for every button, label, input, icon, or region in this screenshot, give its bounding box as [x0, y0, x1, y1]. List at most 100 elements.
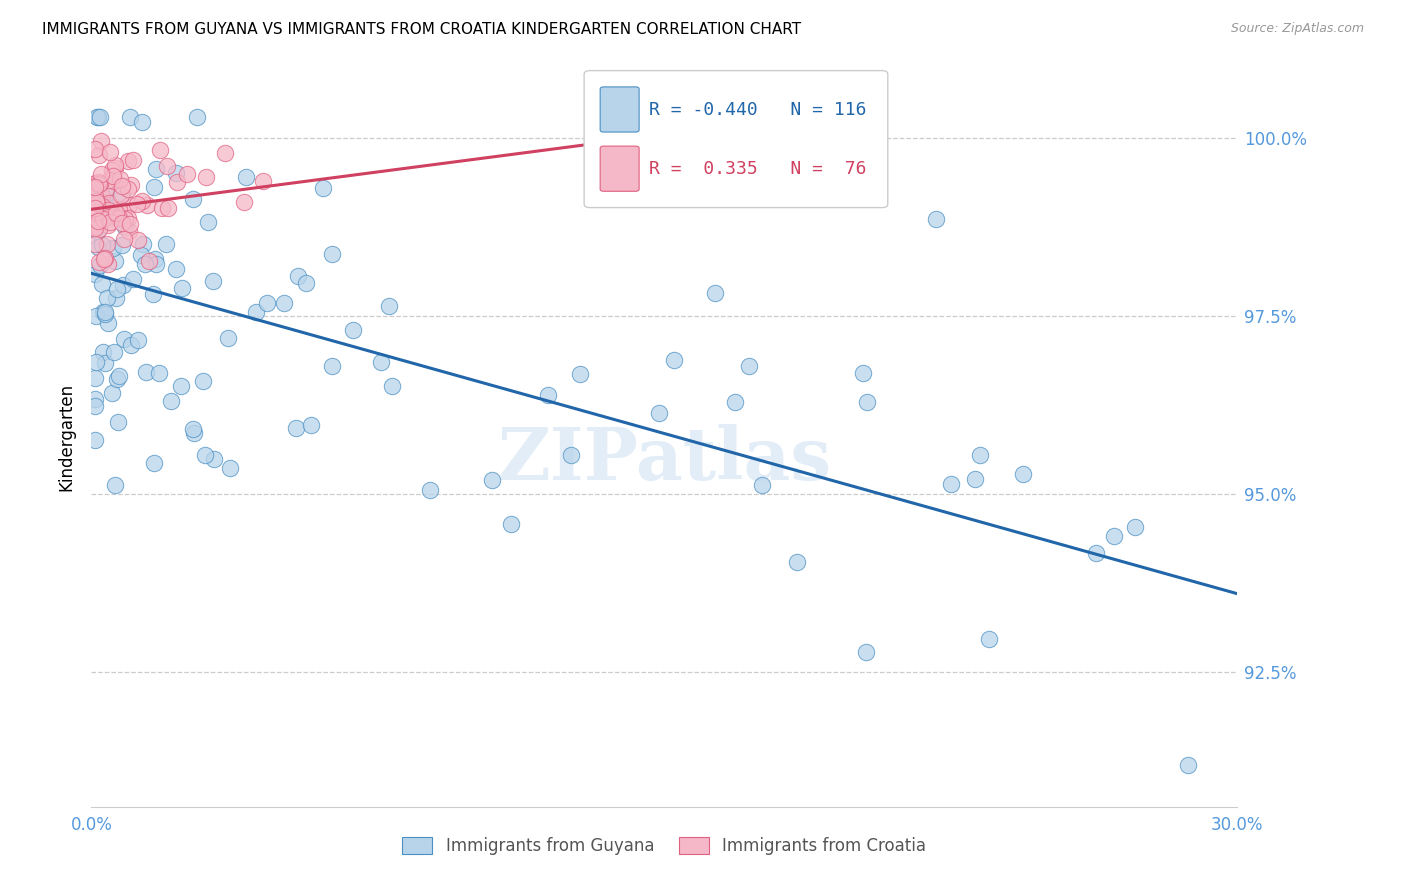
Point — [84, 215, 107, 229]
Point — [170, 281, 193, 295]
Point — [93, 252, 115, 266]
Point — [664, 353, 686, 368]
Point — [963, 472, 986, 486]
Point — [84, 142, 107, 156]
Point — [91, 189, 114, 203]
Point — [150, 201, 173, 215]
Text: R =  0.335   N =  76: R = 0.335 N = 76 — [650, 160, 868, 178]
Point — [111, 187, 134, 202]
Point — [181, 192, 204, 206]
Point — [114, 220, 136, 235]
Point — [104, 254, 127, 268]
Point — [156, 201, 179, 215]
Point — [111, 237, 134, 252]
Point — [84, 219, 107, 234]
Text: IMMIGRANTS FROM GUYANA VS IMMIGRANTS FROM CROATIA KINDERGARTEN CORRELATION CHART: IMMIGRANTS FROM GUYANA VS IMMIGRANTS FRO… — [42, 22, 801, 37]
Point — [104, 161, 127, 176]
Point — [87, 110, 110, 124]
Point — [87, 175, 110, 189]
Point — [84, 179, 107, 194]
Point — [176, 167, 198, 181]
Point — [112, 232, 135, 246]
Point — [191, 374, 214, 388]
Point — [724, 394, 747, 409]
Point — [233, 194, 256, 209]
Point — [101, 385, 124, 400]
Point — [312, 181, 335, 195]
FancyBboxPatch shape — [600, 87, 640, 132]
Point — [294, 276, 316, 290]
Point — [110, 188, 132, 202]
Point — [89, 110, 111, 124]
Text: R = -0.440   N = 116: R = -0.440 N = 116 — [650, 101, 868, 119]
Point — [202, 451, 225, 466]
Point — [127, 233, 149, 247]
Point — [142, 287, 165, 301]
Point — [105, 206, 128, 220]
Text: ZIPatlas: ZIPatlas — [498, 424, 831, 495]
Point — [214, 146, 236, 161]
Point — [419, 483, 441, 497]
Point — [560, 448, 582, 462]
Point — [108, 369, 131, 384]
Point — [103, 174, 125, 188]
Point — [145, 162, 167, 177]
Point — [499, 516, 522, 531]
Point — [93, 189, 115, 203]
Point — [96, 187, 118, 202]
Point — [166, 175, 188, 189]
Point — [143, 180, 166, 194]
Point — [155, 236, 177, 251]
Point — [852, 367, 875, 381]
Point — [299, 418, 322, 433]
Y-axis label: Kindergarten: Kindergarten — [58, 383, 76, 491]
Point — [104, 158, 127, 172]
Point — [100, 205, 122, 219]
Point — [84, 392, 107, 407]
Point — [925, 212, 948, 227]
Point — [127, 333, 149, 347]
Point — [165, 262, 187, 277]
Point — [737, 359, 759, 373]
Point — [149, 143, 172, 157]
Point — [103, 345, 125, 359]
Point — [273, 296, 295, 310]
Point — [704, 285, 727, 300]
Point — [97, 203, 120, 218]
Point — [321, 359, 343, 373]
Point — [165, 166, 187, 180]
Point — [1177, 757, 1199, 772]
Point — [111, 179, 134, 194]
Point — [186, 110, 208, 124]
Point — [537, 388, 560, 402]
Point — [86, 224, 108, 238]
Point — [98, 173, 121, 187]
Point — [1104, 529, 1126, 543]
Point — [84, 194, 107, 209]
Point — [90, 167, 112, 181]
Point — [86, 195, 108, 210]
Point — [93, 212, 115, 227]
Point — [378, 299, 401, 313]
Point — [138, 254, 160, 268]
Point — [1123, 520, 1146, 534]
Point — [855, 644, 877, 658]
Point — [194, 169, 217, 184]
Point — [117, 182, 139, 196]
Point — [569, 367, 592, 381]
Point — [284, 420, 307, 434]
Point — [96, 291, 118, 305]
Point — [342, 323, 364, 337]
Point — [131, 194, 153, 208]
Point — [786, 555, 808, 569]
Point — [84, 200, 107, 214]
Point — [979, 632, 1001, 646]
Point — [84, 355, 107, 369]
Point — [118, 224, 141, 238]
Point — [98, 215, 121, 229]
Point — [86, 110, 108, 124]
Point — [107, 415, 129, 429]
Point — [143, 252, 166, 267]
Point — [235, 169, 257, 184]
Point — [117, 211, 139, 225]
